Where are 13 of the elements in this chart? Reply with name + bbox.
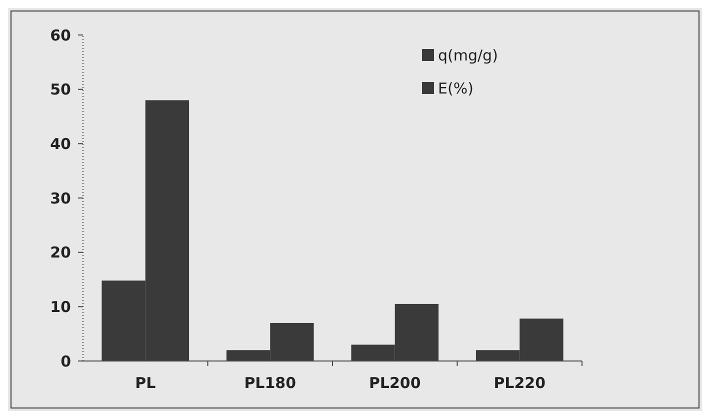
x-tick-label: PL200 bbox=[368, 374, 421, 392]
y-tick-label: 30 bbox=[50, 189, 71, 208]
legend-label: E(%) bbox=[438, 79, 474, 98]
legend-label: q(mg/g) bbox=[438, 46, 498, 64]
y-tick-label: 50 bbox=[50, 80, 71, 99]
x-tick-label: PL220 bbox=[494, 374, 546, 392]
x-tick-label: PL bbox=[135, 374, 156, 392]
y-tick-label: 40 bbox=[50, 134, 71, 153]
x-tick-label: PL180 bbox=[244, 374, 296, 392]
y-tick-label: 60 bbox=[50, 26, 71, 44]
y-tick-label: 10 bbox=[50, 298, 71, 316]
y-tick-label: 20 bbox=[50, 244, 71, 262]
y-tick-label: 0 bbox=[60, 352, 71, 370]
